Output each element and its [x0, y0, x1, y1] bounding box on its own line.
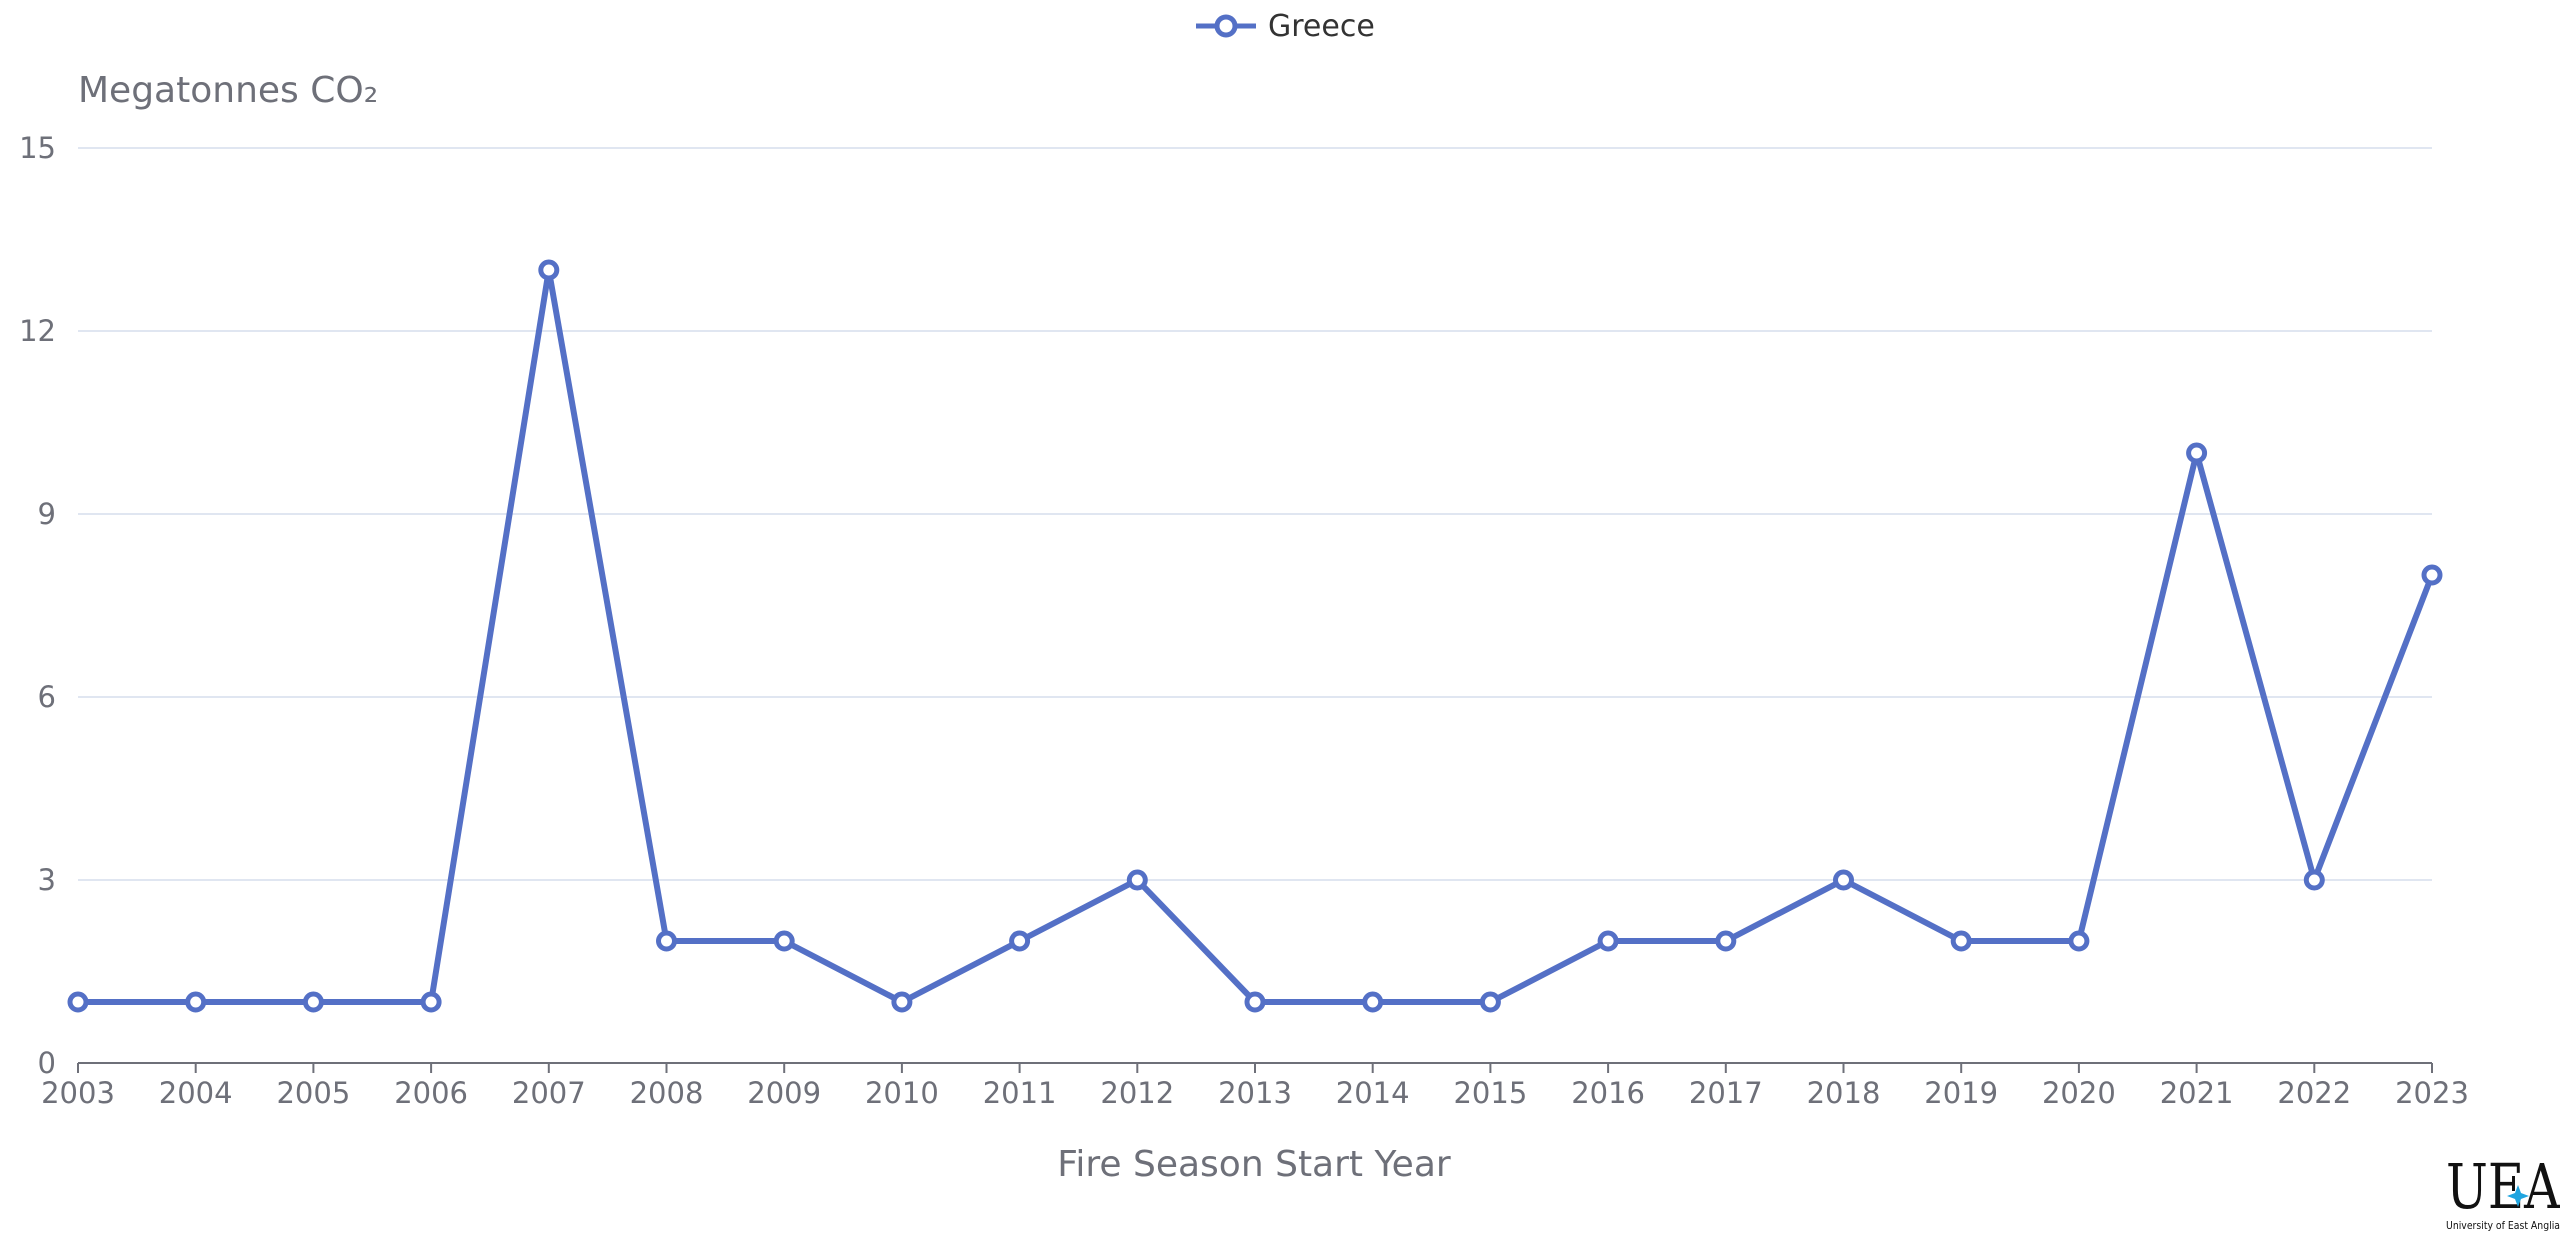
x-tick-label: 2011: [983, 1076, 1057, 1110]
x-tick-label: 2017: [1689, 1076, 1763, 1110]
data-point[interactable]: [1244, 991, 1266, 1013]
x-axis-title: Fire Season Start Year: [1057, 1144, 1451, 1185]
data-point[interactable]: [1715, 930, 1737, 952]
x-tick-label: 2010: [865, 1076, 939, 1110]
data-point[interactable]: [302, 991, 324, 1013]
y-tick-label: 3: [38, 863, 56, 897]
data-point[interactable]: [1009, 930, 1031, 952]
x-tick-label: 2014: [1336, 1076, 1410, 1110]
data-point[interactable]: [2068, 930, 2090, 952]
data-point[interactable]: [2421, 564, 2443, 586]
x-tick-label: 2023: [2395, 1076, 2469, 1110]
axes: 0 3 6 9 12 15 2003 2004 2005 2006 2007 2008 2009 2010…: [19, 131, 2469, 1110]
x-tick-label: 2006: [394, 1076, 468, 1110]
y-tick-label: 9: [38, 497, 56, 531]
data-point[interactable]: [185, 991, 207, 1013]
y-tick-label: 12: [19, 314, 56, 348]
data-point[interactable]: [1597, 930, 1619, 952]
sparkle-icon: [2507, 1185, 2529, 1207]
data-point[interactable]: [1362, 991, 1384, 1013]
series-line-greece: [78, 267, 2435, 1005]
x-tick-label: 2009: [747, 1076, 821, 1110]
data-point[interactable]: [538, 259, 560, 281]
x-tick-label: 2012: [1100, 1076, 1174, 1110]
y-axis-title: Megatonnes CO₂: [78, 70, 378, 111]
x-tick-label: 2003: [41, 1076, 115, 1110]
data-point[interactable]: [67, 991, 89, 1013]
x-tick-label: 2007: [512, 1076, 586, 1110]
data-point[interactable]: [656, 930, 677, 952]
y-tick-label: 0: [38, 1046, 56, 1080]
data-point[interactable]: [2186, 442, 2208, 464]
x-tick-label: 2018: [1807, 1076, 1881, 1110]
x-tick-label: 2004: [159, 1076, 233, 1110]
x-tick-label: 2005: [276, 1076, 350, 1110]
x-tick-label: 2020: [2042, 1076, 2116, 1110]
data-point[interactable]: [891, 991, 913, 1013]
uea-logo-caption: University of East Anglia: [2446, 1219, 2560, 1232]
uea-logo-mark: UEA: [2446, 1150, 2560, 1223]
x-tick-label: 2019: [1924, 1076, 1998, 1110]
data-point[interactable]: [773, 930, 795, 952]
data-point[interactable]: [1479, 991, 1501, 1013]
data-point[interactable]: [420, 991, 442, 1013]
legend[interactable]: Greece: [1196, 9, 1375, 44]
data-point[interactable]: [2303, 869, 2325, 891]
data-point[interactable]: [1126, 869, 1148, 891]
legend-label: Greece: [1268, 9, 1375, 44]
data-point[interactable]: [1950, 930, 1972, 952]
x-tick-label: 2016: [1571, 1076, 1645, 1110]
y-tick-label: 15: [19, 131, 56, 165]
x-tick-label: 2022: [2277, 1076, 2351, 1110]
uea-logo: UEA University of East Anglia: [2446, 1150, 2560, 1232]
x-tick-label: 2021: [2160, 1076, 2234, 1110]
series: [67, 259, 2443, 1013]
x-tick-label: 2013: [1218, 1076, 1292, 1110]
grid: [78, 147, 2432, 881]
y-tick-label: 6: [38, 680, 56, 714]
x-tick-label: 2008: [630, 1076, 704, 1110]
data-point[interactable]: [1833, 869, 1854, 891]
legend-marker: [1214, 14, 1238, 38]
x-tick-label: 2015: [1453, 1076, 1527, 1110]
